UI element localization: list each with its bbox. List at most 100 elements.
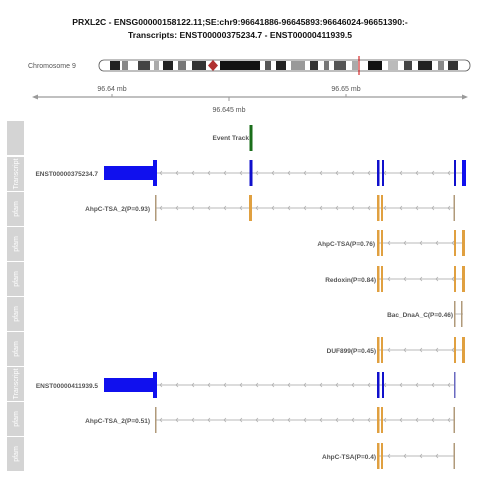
strand-chevron xyxy=(319,417,323,423)
chromosome-band xyxy=(418,61,432,70)
pfam-domain-segment xyxy=(461,301,463,327)
intron-direction-arrows xyxy=(387,453,439,459)
pfam-domain-segment xyxy=(453,443,455,469)
exon xyxy=(454,160,456,186)
strand-chevron xyxy=(175,382,179,388)
strand-chevron xyxy=(191,417,195,423)
strand-chevron xyxy=(399,382,403,388)
strand-chevron xyxy=(431,205,435,211)
strand-chevron xyxy=(319,382,323,388)
strand-chevron xyxy=(435,347,439,353)
exon xyxy=(377,372,380,398)
strand-chevron xyxy=(191,205,195,211)
chromosome-band xyxy=(178,61,186,70)
strand-chevron xyxy=(335,170,339,176)
centromere-marker xyxy=(208,60,218,71)
chromosome-band xyxy=(220,61,260,70)
strand-chevron xyxy=(223,205,227,211)
side-label-2: pfam xyxy=(13,201,20,217)
strand-chevron xyxy=(175,205,179,211)
strand-chevron xyxy=(319,205,323,211)
chromosome-band xyxy=(154,61,159,70)
strand-chevron xyxy=(159,170,163,176)
strand-chevron xyxy=(175,170,179,176)
pfam-domain-segment xyxy=(454,266,456,292)
strand-chevron xyxy=(159,382,163,388)
strand-chevron xyxy=(435,240,439,246)
strand-chevron xyxy=(255,382,259,388)
strand-chevron xyxy=(175,417,179,423)
strand-chevron xyxy=(367,205,371,211)
strand-chevron xyxy=(403,453,407,459)
axis-left-arrow xyxy=(32,94,38,100)
pfam-domain-segment xyxy=(249,195,252,221)
side-label-4: pfam xyxy=(13,271,20,287)
strand-chevron xyxy=(431,170,435,176)
strand-chevron xyxy=(451,276,455,282)
pfam-domain-segment xyxy=(155,195,157,221)
side-panel-row-7 xyxy=(7,367,24,401)
strand-chevron xyxy=(255,170,259,176)
strand-chevron xyxy=(383,205,387,211)
chromosome-label: Chromosome 9 xyxy=(28,63,76,70)
pfam-domain-segment xyxy=(155,407,157,433)
strand-chevron xyxy=(399,205,403,211)
exon xyxy=(153,160,157,186)
strand-chevron xyxy=(207,417,211,423)
strand-chevron xyxy=(431,417,435,423)
exon xyxy=(377,160,380,186)
track-transcript-2: ENST00000411939.5 xyxy=(36,372,456,398)
pfam-domain-segment xyxy=(381,195,383,221)
strand-chevron xyxy=(239,382,243,388)
strand-chevron xyxy=(403,240,407,246)
pfam-domain-segment xyxy=(377,195,380,221)
strand-chevron xyxy=(351,382,355,388)
strand-chevron xyxy=(303,205,307,211)
chromosome-band xyxy=(138,61,150,70)
title-line-1: PRXL2C - ENSG00000158122.11;SE:chr9:9664… xyxy=(72,17,408,27)
strand-chevron xyxy=(451,240,455,246)
strand-chevron xyxy=(447,417,451,423)
strand-chevron xyxy=(287,382,291,388)
side-panel-row-9 xyxy=(7,437,24,471)
event-track-marker xyxy=(249,125,253,151)
intron-direction-arrows xyxy=(159,205,451,211)
intron-direction-arrows xyxy=(387,240,455,246)
chromosome-band xyxy=(122,61,128,70)
pfam-label: Redoxin(P=0.84) xyxy=(325,277,376,284)
strand-chevron xyxy=(207,382,211,388)
pfam-domain-segment xyxy=(381,230,383,256)
strand-chevron xyxy=(255,417,259,423)
strand-chevron xyxy=(303,417,307,423)
intron-direction-arrows xyxy=(159,417,451,423)
strand-chevron xyxy=(415,170,419,176)
strand-chevron xyxy=(387,240,391,246)
transcript-label: ENST00000411939.5 xyxy=(36,383,99,390)
exon xyxy=(104,166,155,180)
track-side-panel: Transcript pfam pfam pfam pfam pfam Tran… xyxy=(7,121,24,471)
side-label-8: pfam xyxy=(13,411,20,427)
exon xyxy=(249,160,253,186)
strand-chevron xyxy=(303,382,307,388)
strand-chevron xyxy=(287,205,291,211)
pfam-domain-segment xyxy=(377,337,380,363)
axis-right-arrow xyxy=(462,94,468,100)
strand-chevron xyxy=(451,347,455,353)
strand-chevron xyxy=(223,170,227,176)
strand-chevron xyxy=(435,276,439,282)
transcript-label: ENST00000375234.7 xyxy=(35,171,98,178)
pfam-domain-segment xyxy=(454,337,456,363)
strand-chevron xyxy=(415,205,419,211)
track-pfam-7: AhpC-TSA(P=0.4) xyxy=(322,443,455,469)
pfam-domain-segment xyxy=(454,230,456,256)
strand-chevron xyxy=(431,382,435,388)
strand-chevron xyxy=(159,205,163,211)
strand-chevron xyxy=(255,205,259,211)
chromosome-band xyxy=(192,61,206,70)
side-label-7: Transcript xyxy=(13,369,20,400)
strand-chevron xyxy=(319,170,323,176)
chromosome-band xyxy=(352,61,358,70)
strand-chevron xyxy=(403,347,407,353)
pfam-domain-segment xyxy=(454,301,456,327)
